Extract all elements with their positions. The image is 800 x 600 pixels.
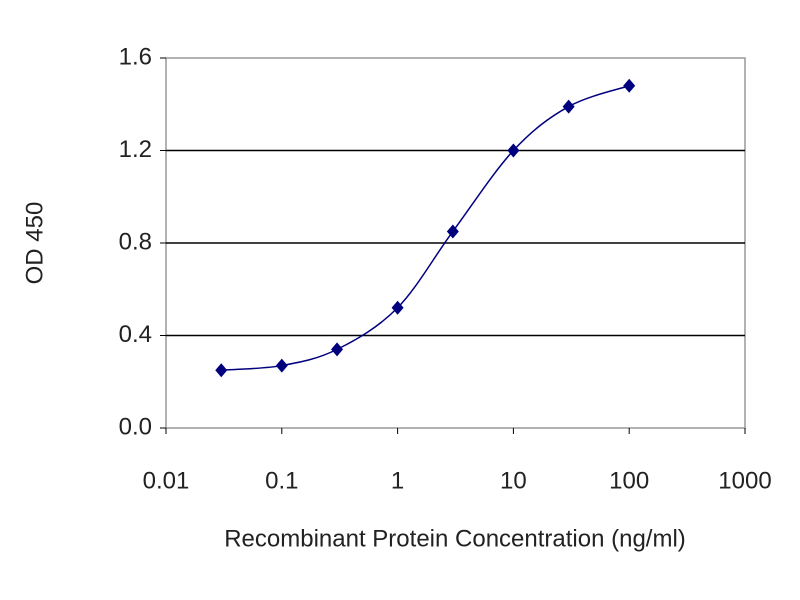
x-tick-label: 100 bbox=[609, 467, 649, 494]
x-tick-label: 10 bbox=[500, 467, 527, 494]
x-tick-label: 1 bbox=[391, 467, 404, 494]
marker bbox=[507, 143, 520, 158]
y-tick-label: 1.2 bbox=[119, 136, 152, 163]
x-axis-label: Recombinant Protein Concentration (ng/ml… bbox=[224, 525, 686, 552]
y-tick-label: 1.6 bbox=[119, 43, 152, 70]
y-tick-label: 0.4 bbox=[119, 321, 152, 348]
marker bbox=[623, 78, 636, 93]
marker bbox=[562, 99, 575, 114]
marker bbox=[215, 363, 228, 378]
y-tick-label: 0.0 bbox=[119, 413, 152, 440]
x-tick-label: 0.1 bbox=[265, 467, 298, 494]
marker bbox=[275, 358, 288, 373]
marker bbox=[391, 300, 404, 315]
y-tick-label: 0.8 bbox=[119, 228, 152, 255]
x-tick-label: 0.01 bbox=[143, 467, 190, 494]
marker bbox=[331, 342, 344, 357]
y-axis-label: OD 450 bbox=[21, 202, 48, 285]
curve bbox=[221, 85, 630, 371]
marker bbox=[446, 224, 459, 239]
x-tick-label: 1000 bbox=[718, 467, 771, 494]
